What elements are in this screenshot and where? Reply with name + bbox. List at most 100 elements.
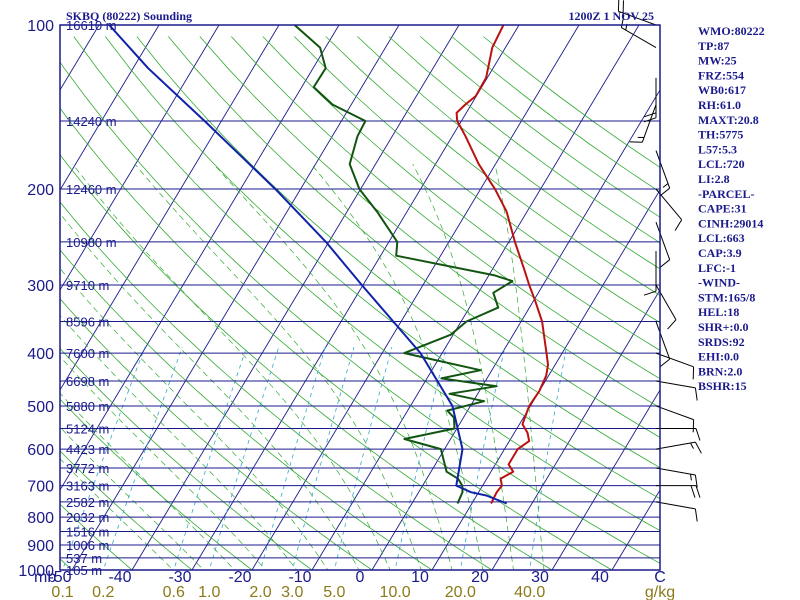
pressure-tick-label: 500	[27, 399, 54, 416]
height-label: 1006 m	[66, 538, 109, 553]
sounding-index: MW:25	[698, 54, 737, 68]
temperature-tick-label: -30	[168, 569, 191, 586]
wind-barb-feather	[659, 358, 671, 368]
sounding-index: CAP:3.9	[698, 246, 742, 260]
dry-adiabat-line	[60, 249, 433, 570]
sounding-index: TP:87	[698, 39, 729, 53]
sounding-index: FRZ:554	[698, 68, 744, 82]
sounding-index: LCL:663	[698, 231, 745, 245]
sounding-index: TH:5775	[698, 128, 743, 142]
wind-barb-half-feather	[690, 474, 692, 481]
dry-adiabat-line	[294, 36, 660, 324]
dewpoint-trace	[293, 25, 514, 504]
parcel-trace	[108, 25, 508, 505]
wind-barb-staff	[618, 10, 657, 26]
isotherm-line	[71, 25, 400, 570]
wind-barb-staff	[655, 221, 671, 260]
mixing-ratio-unit: g/kg	[645, 584, 675, 600]
wind-barb	[655, 427, 701, 441]
moist-adiabat-line	[310, 163, 484, 570]
wind-barb-staff	[655, 150, 671, 189]
height-label: 537 m	[66, 551, 102, 566]
moist-adiabat-line	[60, 212, 360, 570]
sounding-index: CINH:29014	[698, 216, 763, 230]
mixing-ratio-line	[333, 346, 393, 570]
height-label: 6698 m	[66, 374, 109, 389]
sounding-index: SRDS:92	[698, 335, 745, 349]
moist-adiabat-line	[72, 163, 391, 570]
wind-barb-feather	[643, 112, 657, 118]
isotherm-line	[60, 25, 220, 291]
temperature-tick-label: 10	[411, 569, 429, 586]
sounding-index: LI:2.8	[698, 172, 730, 186]
mixing-ratio-label: 5.0	[323, 584, 345, 600]
pressure-tick-label: 700	[27, 479, 54, 496]
wind-barb-staff	[655, 405, 694, 421]
height-label: 16610 m	[66, 18, 117, 33]
wind-barb	[643, 251, 657, 296]
temperature-tick-label: 40	[591, 569, 609, 586]
dry-adiabat-line	[231, 36, 660, 380]
mixing-ratio-line	[291, 346, 355, 570]
wind-barb-feather	[695, 485, 701, 498]
height-label: 1516 m	[66, 525, 109, 540]
dry-adiabat-line	[60, 298, 373, 570]
wind-barb-feather	[667, 319, 677, 330]
isotherm-line	[131, 25, 460, 570]
pressure-tick-label: 100	[27, 18, 54, 35]
height-label: 2582 m	[66, 495, 109, 510]
temperature-tick-label: -40	[108, 569, 131, 586]
dry-adiabat-line	[60, 201, 493, 570]
isotherm-line	[491, 289, 660, 570]
height-label: 3163 m	[66, 479, 109, 494]
moist-adiabat-line	[494, 164, 545, 570]
temperature-tick-label: -10	[288, 569, 311, 586]
dry-adiabat-line	[262, 36, 660, 351]
sounding-index: WB0:617	[698, 83, 746, 97]
temperature-tick-label: -20	[228, 569, 251, 586]
sounding-traces	[108, 25, 549, 505]
sounding-index: WMO:80222	[698, 24, 765, 38]
dry-adiabat-line	[199, 36, 660, 409]
temperature-tick-label: 0	[356, 569, 365, 586]
mixing-ratio-line	[208, 346, 280, 570]
isotherm-line	[60, 25, 280, 391]
wind-barb-feather	[694, 474, 698, 488]
sounding-indices-panel: WMO:80222TP:87MW:25FRZ:554WB0:617RH:61.0…	[698, 24, 765, 393]
temperature-axis-unit: C	[654, 569, 666, 586]
wind-barb-staff	[655, 467, 696, 476]
sounding-index: LFC:-1	[698, 261, 736, 275]
wind-barb	[655, 150, 671, 197]
wind-barb-staff	[655, 441, 696, 450]
dry-adiabat-line	[60, 347, 313, 570]
height-label: 9710 m	[66, 278, 109, 293]
wind-barb-staff	[655, 380, 696, 389]
isotherm-line	[251, 25, 580, 570]
wind-barb	[655, 352, 695, 380]
pressure-tick-label: 200	[27, 182, 54, 199]
mixing-ratio-label: 1.0	[198, 584, 220, 600]
wind-barb-half-feather	[690, 442, 694, 449]
mixing-ratio-label: 2.0	[249, 584, 271, 600]
dry-adiabat-line	[60, 154, 553, 570]
isotherm-line	[60, 25, 340, 491]
height-label: 14240 m	[66, 114, 117, 129]
pressure-tick-label: 300	[27, 278, 54, 295]
isotherm-line	[371, 89, 660, 570]
dry-adiabat-line	[60, 503, 133, 570]
height-label: 4423 m	[66, 442, 109, 457]
height-label: 5880 m	[66, 399, 109, 414]
sounding-index: BRN:2.0	[698, 364, 742, 378]
wind-barb	[655, 467, 698, 488]
sounding-index: BSHR:15	[698, 379, 747, 393]
dry-adiabat-line	[104, 36, 660, 500]
temperature-tick-label: -50	[48, 569, 71, 586]
height-label: 3772 m	[66, 461, 109, 476]
isotherm-line	[311, 25, 640, 570]
dry-adiabat-line	[167, 36, 660, 438]
wind-barb-staff	[655, 501, 696, 510]
sounding-index: RH:61.0	[698, 98, 741, 112]
